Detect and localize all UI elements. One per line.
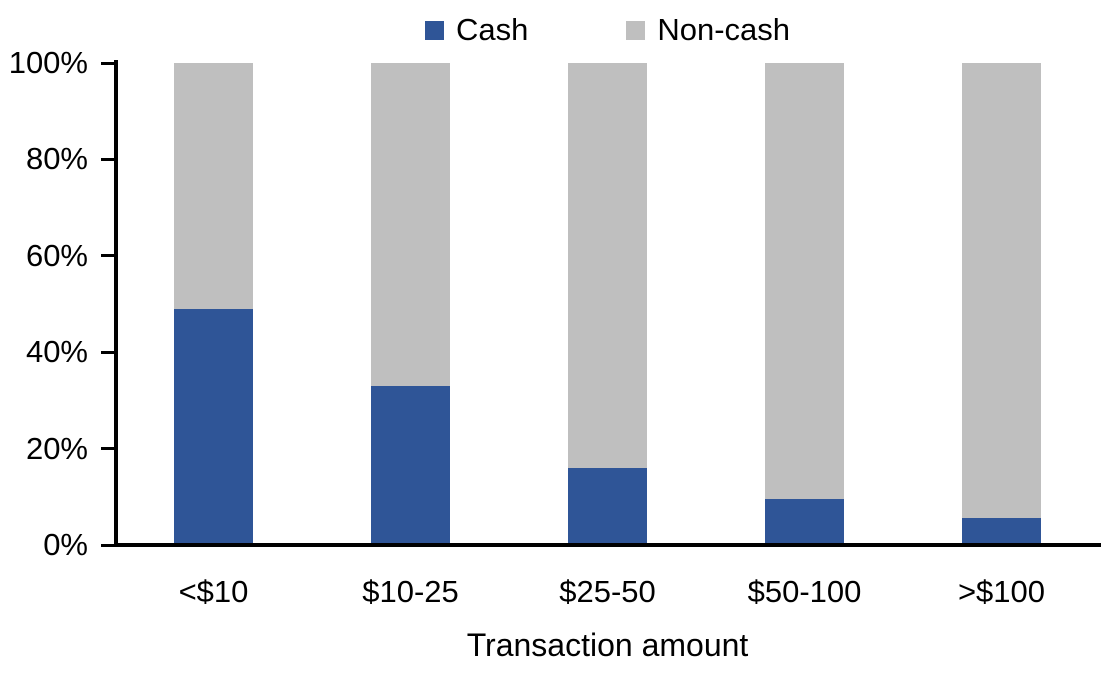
bar-$10-25	[371, 63, 450, 545]
bar->$100	[962, 63, 1041, 545]
x-tick-label: <$10	[178, 574, 249, 609]
y-tick-mark	[101, 157, 118, 161]
y-tick-label: 40%	[25, 334, 88, 370]
bar-<$10	[174, 63, 253, 545]
y-tick-label: 20%	[25, 430, 88, 466]
bar-segment-non-cash	[962, 63, 1041, 519]
bar-segment-cash	[568, 467, 647, 545]
chart-legend: Cash Non-cash	[115, 11, 1100, 49]
legend-label-cash: Cash	[455, 12, 529, 47]
y-axis-line	[114, 60, 118, 547]
y-tick-mark	[101, 447, 118, 451]
x-tick-label: $10-25	[362, 574, 459, 609]
y-tick-mark	[101, 543, 118, 547]
bar-segment-non-cash	[568, 63, 647, 468]
y-tick-mark	[101, 61, 118, 65]
legend-item-cash: Cash	[424, 11, 529, 49]
y-tick-label: 60%	[25, 237, 88, 273]
x-tick-label: $25-50	[559, 574, 656, 609]
x-tick-label: $50-100	[747, 574, 862, 609]
legend-swatch-cash	[424, 20, 444, 40]
y-tick-label: 80%	[25, 141, 88, 177]
bar-segment-cash	[174, 308, 253, 545]
bar-segment-non-cash	[765, 63, 844, 500]
bar-segment-non-cash	[174, 63, 253, 309]
y-tick-label: 100%	[8, 45, 88, 80]
legend-swatch-non-cash	[626, 20, 646, 40]
y-tick-label: 0%	[43, 527, 88, 562]
bar-$50-100	[765, 63, 844, 545]
y-tick-mark	[101, 254, 118, 258]
x-axis-line	[114, 543, 1101, 547]
bar-$25-50	[568, 63, 647, 545]
legend-label-non-cash: Non-cash	[657, 12, 791, 47]
bar-segment-non-cash	[371, 63, 450, 386]
y-tick-mark	[101, 350, 118, 354]
bar-segment-cash	[962, 518, 1041, 545]
bar-segment-cash	[371, 385, 450, 545]
x-axis-title: Transaction amount	[466, 627, 749, 663]
legend-item-non-cash: Non-cash	[626, 11, 790, 49]
x-tick-label: >$100	[957, 574, 1046, 609]
bar-segment-cash	[765, 499, 844, 545]
